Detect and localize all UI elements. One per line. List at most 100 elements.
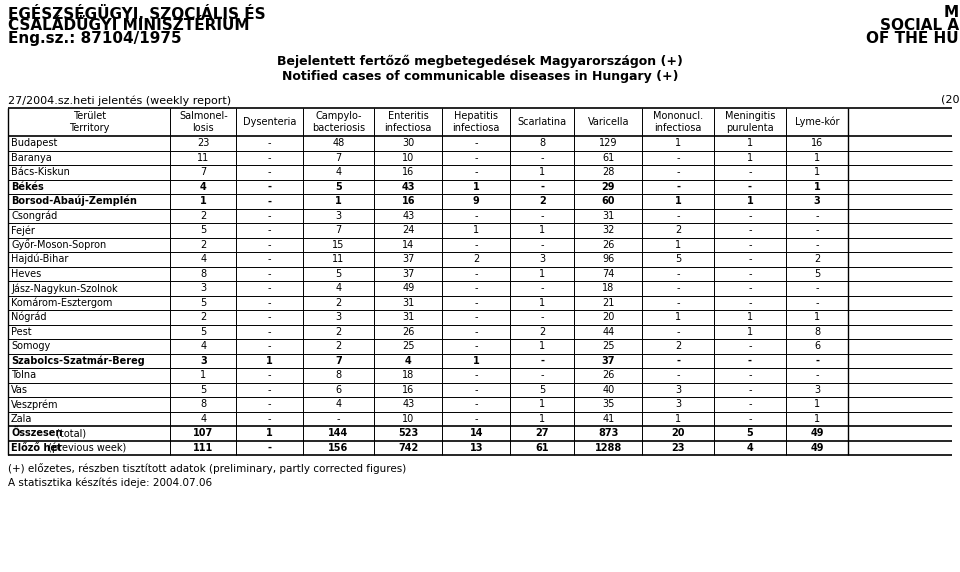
Text: Békés: Békés (11, 182, 44, 192)
Text: 8: 8 (540, 138, 545, 148)
Text: -: - (474, 283, 478, 293)
Text: 29: 29 (602, 182, 615, 192)
Text: 61: 61 (602, 153, 614, 163)
Text: -: - (268, 225, 272, 235)
Text: A statisztika készítés ideje: 2004.07.06: A statisztika készítés ideje: 2004.07.06 (8, 477, 212, 487)
Text: 11: 11 (332, 254, 345, 264)
Text: -: - (268, 370, 272, 380)
Text: 8: 8 (814, 327, 820, 337)
Text: -: - (677, 298, 680, 308)
Text: Somogy: Somogy (11, 341, 50, 351)
Text: 3: 3 (540, 254, 545, 264)
Text: -: - (815, 210, 819, 221)
Text: Összesen: Összesen (11, 428, 62, 438)
Text: 4: 4 (335, 283, 342, 293)
Text: 2: 2 (540, 327, 545, 337)
Text: 28: 28 (602, 167, 614, 177)
Text: -: - (268, 327, 272, 337)
Text: -: - (748, 356, 752, 366)
Text: 6: 6 (335, 385, 342, 395)
Text: -: - (474, 167, 478, 177)
Text: 15: 15 (332, 240, 345, 250)
Text: 9: 9 (473, 196, 480, 206)
Text: -: - (815, 370, 819, 380)
Text: 2: 2 (675, 341, 682, 351)
Text: 1: 1 (814, 399, 820, 409)
Text: 4: 4 (335, 167, 342, 177)
Text: 1: 1 (814, 312, 820, 322)
Text: 10: 10 (402, 414, 415, 424)
Text: Enteritis
infectiosa: Enteritis infectiosa (385, 111, 432, 133)
Text: 7: 7 (335, 153, 342, 163)
Text: -: - (815, 225, 819, 235)
Text: (20: (20 (941, 95, 959, 105)
Text: 3: 3 (335, 210, 342, 221)
Text: 5: 5 (675, 254, 682, 264)
Text: 8: 8 (201, 399, 206, 409)
Text: 25: 25 (402, 341, 415, 351)
Text: -: - (748, 240, 752, 250)
Text: Előző hét: Előző hét (11, 443, 61, 453)
Text: Varicella: Varicella (588, 117, 629, 127)
Text: 32: 32 (602, 225, 614, 235)
Text: 1: 1 (266, 356, 273, 366)
Text: -: - (677, 167, 680, 177)
Text: 23: 23 (671, 443, 685, 453)
Text: Jász-Nagykun-Szolnok: Jász-Nagykun-Szolnok (11, 283, 118, 293)
Text: M: M (944, 5, 959, 20)
Text: 24: 24 (402, 225, 415, 235)
Text: 1: 1 (473, 356, 480, 366)
Text: -: - (268, 210, 272, 221)
Text: -: - (474, 210, 478, 221)
Text: 37: 37 (602, 356, 615, 366)
Text: 20: 20 (602, 312, 614, 322)
Text: 1: 1 (747, 327, 753, 337)
Text: 8: 8 (201, 269, 206, 279)
Text: 2: 2 (539, 196, 545, 206)
Text: OF THE HU: OF THE HU (866, 31, 959, 46)
Text: Scarlatina: Scarlatina (517, 117, 566, 127)
Text: 43: 43 (402, 210, 415, 221)
Text: 4: 4 (200, 182, 206, 192)
Text: 1: 1 (814, 167, 820, 177)
Text: 31: 31 (402, 312, 415, 322)
Text: 18: 18 (602, 283, 614, 293)
Text: EGÉSZSÉGÜGYI, SZOCIÁLIS ÉS: EGÉSZSÉGÜGYI, SZOCIÁLIS ÉS (8, 5, 266, 22)
Text: 4: 4 (747, 443, 754, 453)
Text: 23: 23 (197, 138, 209, 148)
Text: 8: 8 (335, 370, 342, 380)
Text: 1288: 1288 (595, 443, 622, 453)
Text: 60: 60 (602, 196, 615, 206)
Text: 2: 2 (201, 240, 206, 250)
Text: -: - (268, 341, 272, 351)
Text: -: - (540, 182, 544, 192)
Text: 1: 1 (201, 370, 206, 380)
Text: 1: 1 (747, 138, 753, 148)
Text: Fejér: Fejér (11, 225, 35, 236)
Text: -: - (268, 240, 272, 250)
Text: Mononucl.
infectiosa: Mononucl. infectiosa (653, 111, 704, 133)
Text: 1: 1 (540, 225, 545, 235)
Text: -: - (268, 182, 272, 192)
Text: 26: 26 (602, 370, 614, 380)
Text: SOCIAL A: SOCIAL A (880, 18, 959, 33)
Text: 1: 1 (675, 138, 682, 148)
Text: 742: 742 (398, 443, 419, 453)
Text: 2: 2 (675, 225, 682, 235)
Text: -: - (748, 167, 752, 177)
Text: -: - (748, 269, 752, 279)
Text: -: - (474, 153, 478, 163)
Text: 3: 3 (335, 312, 342, 322)
Text: Campylo-
bacteriosis: Campylo- bacteriosis (312, 111, 365, 133)
Text: 26: 26 (602, 240, 614, 250)
Text: -: - (676, 356, 681, 366)
Text: Borsod-Abaúj-Zemplén: Borsod-Abaúj-Zemplén (11, 196, 137, 206)
Text: 13: 13 (469, 443, 483, 453)
Text: Bács-Kiskun: Bács-Kiskun (11, 167, 70, 177)
Text: -: - (268, 138, 272, 148)
Text: Heves: Heves (11, 269, 41, 279)
Text: Zala: Zala (11, 414, 33, 424)
Text: 1: 1 (675, 312, 682, 322)
Text: -: - (677, 327, 680, 337)
Text: 1: 1 (814, 182, 821, 192)
